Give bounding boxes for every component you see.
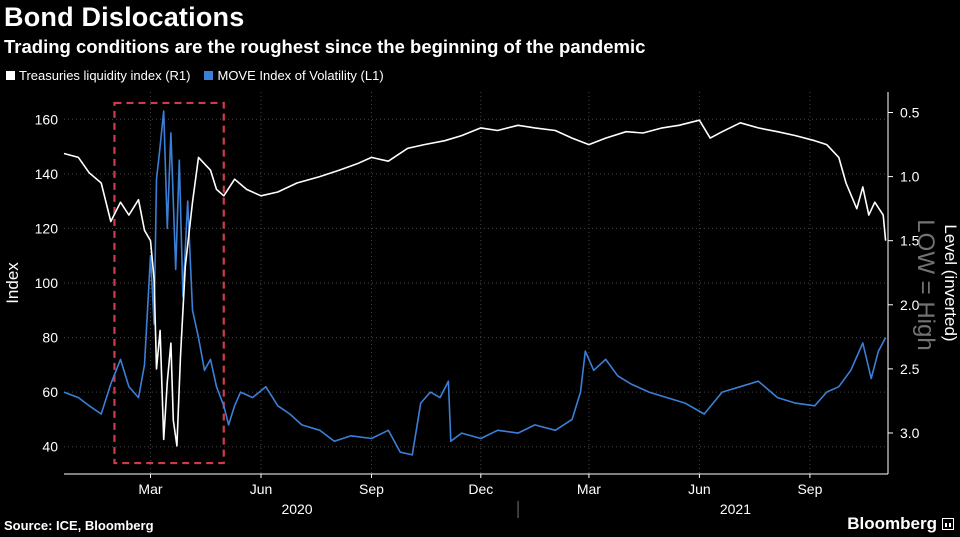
liquidity-series-line <box>63 119 887 447</box>
x-tick-label: Mar <box>138 481 162 497</box>
move-series-line <box>63 110 887 456</box>
right-tick-label: 3.0 <box>900 425 920 441</box>
source-note: Source: ICE, Bloomberg <box>4 518 154 533</box>
brand-name: Bloomberg <box>847 514 937 533</box>
terminal-icon <box>942 518 954 530</box>
left-tick-label: 140 <box>35 166 59 182</box>
right-tick-label: 2.0 <box>900 297 920 313</box>
left-tick-label: 100 <box>35 275 59 291</box>
x-tick-label: Sep <box>359 481 384 497</box>
x-tick-label: Dec <box>468 481 493 497</box>
x-tick-label: Mar <box>577 481 601 497</box>
x-tick-label: Jun <box>250 481 273 497</box>
left-tick-label: 120 <box>35 220 59 236</box>
legend-item-move: MOVE Index of Volatility (L1) <box>204 68 384 83</box>
chart-subtitle: Trading conditions are the roughest sinc… <box>4 36 646 57</box>
x-year-label: 2020 <box>281 501 312 517</box>
left-tick-label: 40 <box>42 439 58 455</box>
left-tick-label: 60 <box>42 384 58 400</box>
legend: Treasuries liquidity index (R1) MOVE Ind… <box>6 68 384 83</box>
right-tick-label: 1.0 <box>900 169 920 185</box>
chart-title: Bond Dislocations <box>4 2 245 32</box>
legend-item-liquidity: Treasuries liquidity index (R1) <box>6 68 190 83</box>
highlight-box <box>113 101 225 465</box>
x-year-label: 2021 <box>720 501 751 517</box>
x-tick-label: Jun <box>688 481 711 497</box>
legend-swatch-move <box>204 71 214 80</box>
left-tick-label: 80 <box>42 330 58 346</box>
brand-logo: Bloomberg <box>847 514 954 534</box>
x-tick-label: Sep <box>797 481 822 497</box>
overlay-annotation: LOW = High <box>912 219 939 350</box>
right-tick-label: 1.5 <box>900 233 920 249</box>
right-tick-label: 2.5 <box>900 361 920 377</box>
left-axis-title: Index <box>3 262 22 304</box>
legend-label-liquidity: Treasuries liquidity index (R1) <box>19 68 191 83</box>
right-axis-title: Level (inverted) <box>941 224 960 341</box>
left-tick-label: 160 <box>35 111 59 127</box>
legend-swatch-liquidity <box>6 71 15 80</box>
legend-label-move: MOVE Index of Volatility (L1) <box>217 68 384 83</box>
right-tick-label: 0.5 <box>900 105 920 121</box>
